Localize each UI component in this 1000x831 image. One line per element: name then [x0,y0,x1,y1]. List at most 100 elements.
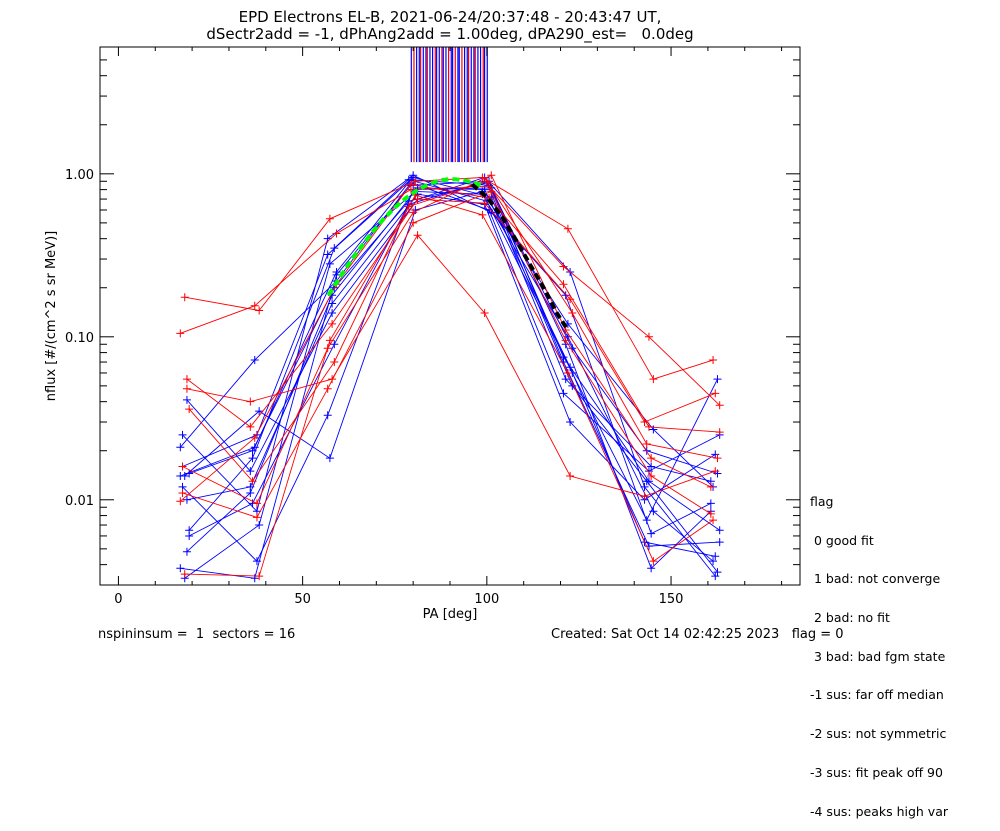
flag-legend-item: 1 bad: not converge [810,571,941,587]
red-data-point [642,439,651,448]
red-data-point [250,301,259,310]
flag-legend-item: 3 bad: bad fgm state [810,648,946,664]
blue-data-point [566,363,575,372]
blue-data-point [644,467,653,476]
red-data-point [563,368,572,377]
blue-data-point [323,411,332,420]
red-data-point [246,422,255,431]
flag-legend-item: -3 sus: fit peak off 90 [810,764,943,780]
red-data-point [328,319,337,328]
blue-series-line [184,190,714,579]
red-data-point [252,513,261,522]
blue-data-point [330,340,339,349]
red-series-line [182,174,711,505]
red-data-point [411,177,420,186]
blue-series-line [182,174,712,535]
x-tick-label: 0 [114,592,122,607]
blue-data-point [642,477,651,486]
flag-legend-heading: flag [810,493,834,509]
y-axis-label: nflux [#/(cm^2 s sr MeV)] [44,231,59,401]
red-data-point [406,180,415,189]
red-data-point [178,489,187,498]
red-data-point [709,356,718,365]
red-data-point [478,210,487,219]
red-data-point [644,332,653,341]
pitch-angle-chart: 0 50 100 150 0.01 0.10 1.00 PA [deg] nflux [#/… [44,46,801,622]
red-series-line [182,190,712,518]
red-data-point [180,570,189,579]
blue-data-point [248,454,257,463]
blue-data-point [255,521,264,530]
red-data-point [563,224,572,233]
blue-data-point [248,446,257,455]
blue-data-point [180,471,189,480]
blue-data-point [328,308,337,317]
blue-data-point [709,557,718,566]
red-data-point [323,344,332,353]
blue-data-point [250,574,259,583]
red-data-point [566,471,575,480]
footer-spin-info: nspininsum = 1 sectors = 16 [98,627,296,642]
blue-series-line [182,177,711,482]
blue-data-point [330,244,339,253]
flag-legend: flag 0 good fit 1 bad: not converge 2 ba… [810,470,948,831]
x-tick-label: 150 [659,592,684,607]
blue-data-point [185,526,194,535]
red-data-point [332,229,341,238]
red-data-point [649,375,658,384]
blue-data-point [647,462,656,471]
red-data-point [478,173,487,182]
blue-data-point [559,389,568,398]
green-fit-curve [326,176,484,297]
red-data-point [715,428,724,437]
blue-data-point [176,564,185,573]
blue-series-line [189,182,718,573]
red-data-point [250,433,259,442]
axes: 0 50 100 150 0.01 0.10 1.00 [65,46,800,607]
red-data-point [715,401,724,410]
red-data-point [323,384,332,393]
flag-legend-item: -4 sus: peaks high var [810,803,949,819]
red-data-point [176,329,185,338]
blue-data-point [715,538,724,547]
red-data-point [182,375,191,384]
red-data-point [176,497,185,506]
red-data-point [649,557,658,566]
blue-series-line [182,187,712,570]
blue-data-point [713,568,722,577]
marker-lines [410,47,488,163]
blue-data-point [176,443,185,452]
blue-series-line [179,182,720,472]
blue-data-point [711,552,720,561]
red-data-point [480,199,489,208]
red-data-point [182,384,191,393]
red-data-point [561,336,570,345]
red-data-point [178,462,187,471]
blue-data-point [328,299,337,308]
red-data-point [711,467,720,476]
blue-data-point [182,395,191,404]
red-data-point [409,218,418,227]
blue-data-point [715,526,724,535]
blue-data-point [566,418,575,427]
blue-data-point [647,564,656,573]
red-data-point [328,375,337,384]
y-tick-label: 0.10 [65,331,94,346]
red-series-line [186,234,716,497]
blue-data-point [250,356,259,365]
x-tick-label: 100 [474,592,499,607]
blue-data-point [404,175,413,184]
blue-data-point [713,375,722,384]
blue-data-point [178,430,187,439]
x-tick-label: 50 [294,592,311,607]
red-data-point [413,231,422,240]
blue-data-point [561,375,570,384]
red-data-point [559,262,568,271]
red-data-point [255,306,264,315]
blue-series-line [180,179,720,531]
red-data-point [180,293,189,302]
red-data-point [409,208,418,217]
chart-title: EPD Electrons EL-B, 2021-06-24/20:37:48 … [238,8,662,26]
red-data-point [706,509,715,518]
red-data-point [706,482,715,491]
